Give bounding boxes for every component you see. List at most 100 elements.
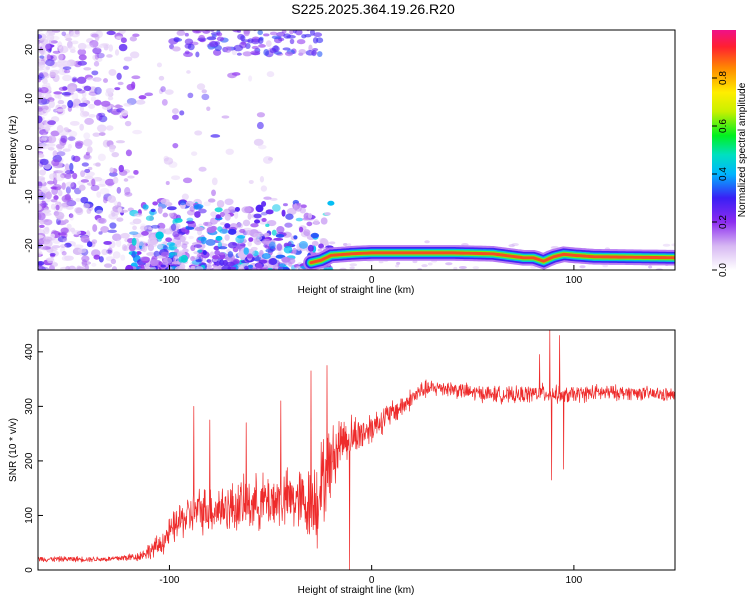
spectrogram-cell [132,33,140,38]
spectrogram-cell [263,33,270,37]
spectrogram-cell [232,259,241,265]
spectrogram-cell [144,92,154,97]
spectrogram-cell [84,168,91,174]
colorbar-tick-label: 0.0 [718,263,729,277]
spectrogram-cell [38,67,45,71]
spectrogram-cell [238,267,245,270]
spectrogram-cell [61,251,67,256]
spectrogram-cell [39,224,45,228]
spectrogram-cell [115,36,122,40]
spectrogram-cell [99,187,110,195]
spectrogram-cell [103,78,109,83]
spectrogram-cell [246,229,252,236]
spectrogram-cell [203,201,211,207]
spectrogram-cell [54,52,64,61]
spectrogram-cell [38,30,43,33]
spectrogram-cell [265,40,272,47]
spectrogram-cell [45,43,53,51]
spectrogram-cell [197,24,205,27]
spectrogram-cell [271,45,280,53]
spectrogram-cell [56,215,64,221]
spectrogram-cell [79,123,84,131]
spectrogram-cell [310,232,320,239]
spectrogram-cell [250,50,261,56]
spectrogram-cell [290,22,299,28]
spectrogram-cell [194,130,203,136]
spectrogram-cell [45,66,50,70]
y-tick-label: 20 [24,44,35,56]
spectrogram-cell [445,262,453,266]
spectrogram-cell [62,237,68,243]
spectrogram-cell [261,238,272,245]
spectrogram-cell [38,267,43,270]
spectrogram-cell [76,266,86,270]
spectrogram-cell [298,48,307,55]
spectrogram-cell [264,232,270,238]
spectrogram-cell [78,184,86,191]
spectrogram-cell [198,208,207,214]
spectrogram-cell [181,243,188,249]
spectrogram-cell [96,209,104,215]
spectrogram-cell [210,134,221,138]
spectrogram-cell [83,67,92,71]
spectrogram-cell [65,186,71,194]
spectrogram-cell [83,85,92,92]
spectrogram-cell [39,38,49,45]
spectrogram-cell [204,221,213,227]
spectrogram-cell [396,261,401,265]
spectrogram-cell [256,121,264,130]
spectrogram-cell [146,251,157,257]
spectrogram-cell [61,31,67,37]
spectrogram-cell [171,108,179,115]
spectrogram-cell [216,32,223,37]
spectrogram-cell [77,42,87,50]
spectrogram-cell [195,258,203,263]
spectrogram-cell [254,219,261,224]
spectrogram-cell [184,32,189,37]
y-tick-label: 0 [24,567,35,573]
spectrogram-cell [165,180,170,186]
spectrogram-cell [193,244,203,248]
spectrogram-cell [304,33,312,38]
spectrogram-cell [224,223,231,229]
spectrogram-cell [103,263,113,268]
spectrogram-cell [303,229,311,237]
spectrogram-cell [327,200,335,206]
spectrogram-cell [93,99,102,106]
spectrogram-cell [105,178,115,186]
spectrogram-cell [109,167,114,173]
spectrogram-cell [89,40,99,48]
spectrogram-cell [61,182,66,190]
spectrogram-cell [98,132,106,136]
spectrogram-cell [149,259,159,267]
spectrogram-cell [205,23,215,29]
spectrogram-cell [50,186,59,190]
spectrogram-cell [286,207,297,216]
spectrogram-cell [185,200,194,207]
spectrogram-cell [211,34,217,38]
spectrogram-cell [170,252,179,256]
spectrogram-cell [80,170,86,178]
spectrogram-cell [295,30,303,36]
spectrogram-cell [114,49,120,56]
spectrogram-cell [258,44,266,48]
spectrogram-cell [46,143,56,147]
spectrogram-cell [276,226,285,234]
spectrogram-cell [91,33,99,38]
spectrogram-cell [38,176,46,181]
spectrogram-cell [226,261,235,267]
spectrogram-cell [282,203,288,207]
spectrogram-cell [42,78,48,85]
spectrogram-cell [108,69,117,76]
spectrogram-cell [295,205,302,212]
spectrogram-cell [38,97,48,106]
spectrogram-cell [58,53,66,61]
spectrogram-cell [38,212,41,217]
spectrogram-cell [263,196,272,200]
spectrogram-cell [79,110,89,118]
spectrogram-cell [212,254,220,260]
spectrogram-cell [190,256,196,262]
spectrogram-cell [198,23,202,29]
spectrogram-cell [86,77,94,81]
spectrogram-marks [38,22,675,270]
